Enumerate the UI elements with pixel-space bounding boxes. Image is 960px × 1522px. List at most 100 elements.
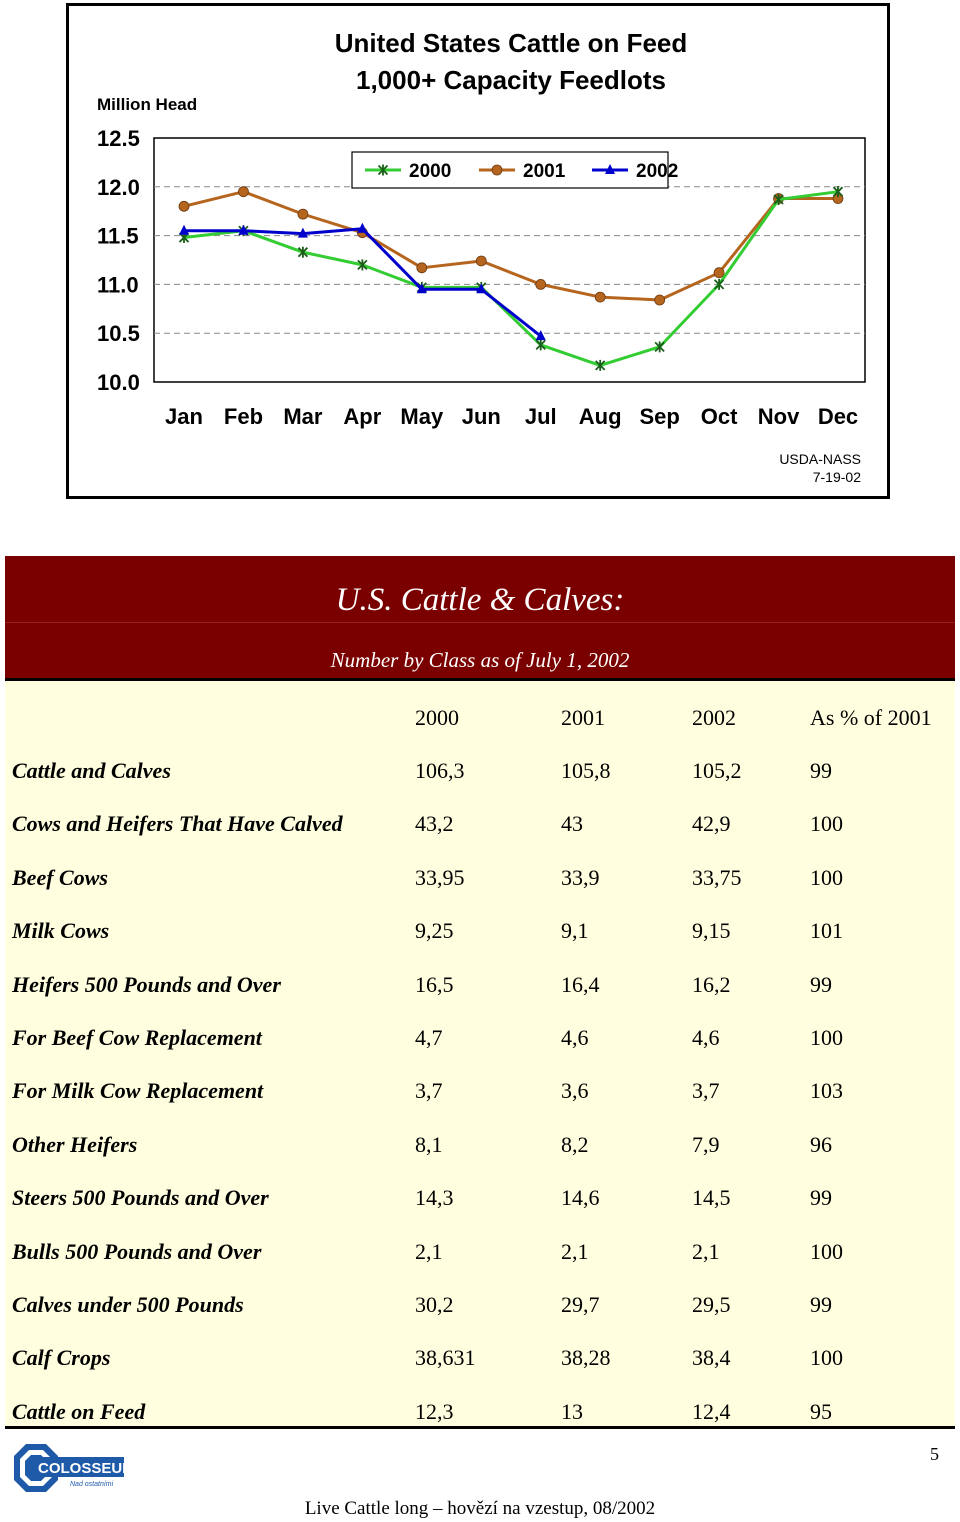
y-tick-label: 11.0 (97, 272, 139, 297)
table-cell: 16,4 (561, 972, 600, 997)
table-cell: 7,9 (692, 1132, 720, 1157)
table-cell: 9,25 (415, 918, 454, 943)
table-cell: 100 (810, 1239, 843, 1264)
row-label: Milk Cows (12, 918, 110, 943)
y-tick-label: 12.5 (97, 126, 140, 151)
x-tick-label: Jun (462, 404, 501, 429)
point-2001 (535, 278, 547, 290)
column-header: 2001 (561, 705, 605, 730)
row-label: Cows and Heifers That Have Calved (12, 811, 343, 836)
table-cell: 38,4 (692, 1345, 731, 1370)
table-cell: 29,7 (561, 1292, 600, 1317)
page-number: 5 (930, 1444, 939, 1464)
table-cell: 14,6 (561, 1185, 600, 1210)
x-tick-label: Jan (165, 404, 203, 429)
y-tick-label: 12.0 (97, 175, 140, 200)
table-cell: 100 (810, 865, 843, 890)
x-tick-label: Dec (818, 404, 858, 429)
point-2001 (594, 291, 606, 303)
column-header: 2000 (415, 705, 459, 730)
row-label: For Milk Cow Replacement (12, 1078, 264, 1103)
table-cell: 99 (810, 1185, 832, 1210)
table-cell: 2,1 (561, 1239, 589, 1264)
table-cell: 38,631 (415, 1345, 476, 1370)
legend-marker-2001 (491, 164, 503, 176)
table-cell: 43 (561, 811, 583, 836)
row-label: Cattle and Calves (12, 758, 171, 783)
point-2001 (713, 267, 725, 279)
column-header: As % of 2001 (810, 705, 932, 730)
table-cell: 16,5 (415, 972, 454, 997)
row-label: Calves under 500 Pounds (12, 1292, 244, 1317)
row-label: Bulls 500 Pounds and Over (12, 1239, 262, 1264)
x-tick-label: Apr (343, 404, 381, 429)
table-cell: 105,2 (692, 758, 742, 783)
table-cell: 95 (810, 1399, 832, 1424)
slide-header: U.S. Cattle & Calves: Number by Class as… (5, 556, 955, 678)
table-cell: 105,8 (561, 758, 611, 783)
point-2002 (297, 227, 308, 238)
table-cell: 99 (810, 972, 832, 997)
y-tick-label: 10.0 (97, 370, 140, 395)
point-2000 (773, 193, 784, 205)
table-cell: 43,2 (415, 811, 454, 836)
point-2002 (416, 283, 427, 294)
series-line-2000 (183, 190, 839, 367)
table-cell: 2,1 (415, 1239, 443, 1264)
x-tick-label: May (400, 404, 444, 429)
table-cell: 4,7 (415, 1025, 443, 1050)
y-axis-label: Million Head (97, 95, 197, 114)
table-cell: 8,1 (415, 1132, 443, 1157)
table-subtitle: Number by Class as of July 1, 2002 (330, 648, 630, 672)
table-cell: 33,75 (692, 865, 742, 890)
table-cell: 33,95 (415, 865, 465, 890)
column-header: 2002 (692, 705, 736, 730)
chart-subtitle: 1,000+ Capacity Feedlots (356, 65, 666, 95)
table-cell: 12,3 (415, 1399, 454, 1424)
table-cell: 2,1 (692, 1239, 720, 1264)
table-cell: 14,5 (692, 1185, 731, 1210)
point-2002 (238, 224, 249, 235)
cattle-on-feed-chart: United States Cattle on Feed 1,000+ Capac… (97, 28, 866, 485)
point-2002 (535, 330, 546, 341)
point-2000 (595, 359, 606, 371)
legend-label-2002: 2002 (636, 161, 678, 182)
point-2001 (297, 208, 309, 220)
row-label: Other Heifers (12, 1132, 138, 1157)
y-tick-label: 11.5 (97, 224, 139, 249)
table-cell: 101 (810, 918, 843, 943)
x-tick-label: Jul (525, 404, 557, 429)
table-cell: 4,6 (561, 1025, 589, 1050)
x-tick-label: Sep (639, 404, 679, 429)
source-label: USDA-NASS (779, 451, 861, 467)
colosseum-logo: COLOSSEUM Nad ostatními (14, 1444, 127, 1492)
point-2000 (832, 186, 844, 198)
chart-frame: United States Cattle on Feed 1,000+ Capac… (66, 3, 890, 499)
table-cell: 14,3 (415, 1185, 454, 1210)
table-cell: 9,1 (561, 918, 589, 943)
table-cell: 29,5 (692, 1292, 731, 1317)
x-tick-label: Mar (283, 404, 323, 429)
point-2000 (297, 246, 309, 258)
table-cell: 33,9 (561, 865, 600, 890)
header-bottom-border (5, 678, 955, 681)
table-cell: 9,15 (692, 918, 731, 943)
point-2000 (357, 259, 368, 271)
row-label: Steers 500 Pounds and Over (12, 1185, 269, 1210)
table-cell: 13 (561, 1399, 583, 1424)
table-cell: 3,7 (692, 1078, 720, 1103)
table-cell: 103 (810, 1078, 843, 1103)
svg-text:Nad ostatními: Nad ostatními (70, 1481, 114, 1488)
point-2001 (238, 186, 249, 198)
chart-title: United States Cattle on Feed (335, 28, 688, 58)
table-cell: 3,7 (415, 1078, 443, 1103)
point-2001 (416, 262, 428, 274)
table-cell: 16,2 (692, 972, 731, 997)
slide-panel: U.S. Cattle & Calves: Number by Class as… (5, 556, 955, 1428)
row-label: For Beef Cow Replacement (12, 1025, 262, 1050)
point-2001 (654, 294, 666, 306)
table-cell: 99 (810, 758, 832, 783)
table-cell: 3,6 (561, 1078, 589, 1103)
point-2002 (476, 283, 487, 294)
table-cell: 100 (810, 1345, 843, 1370)
